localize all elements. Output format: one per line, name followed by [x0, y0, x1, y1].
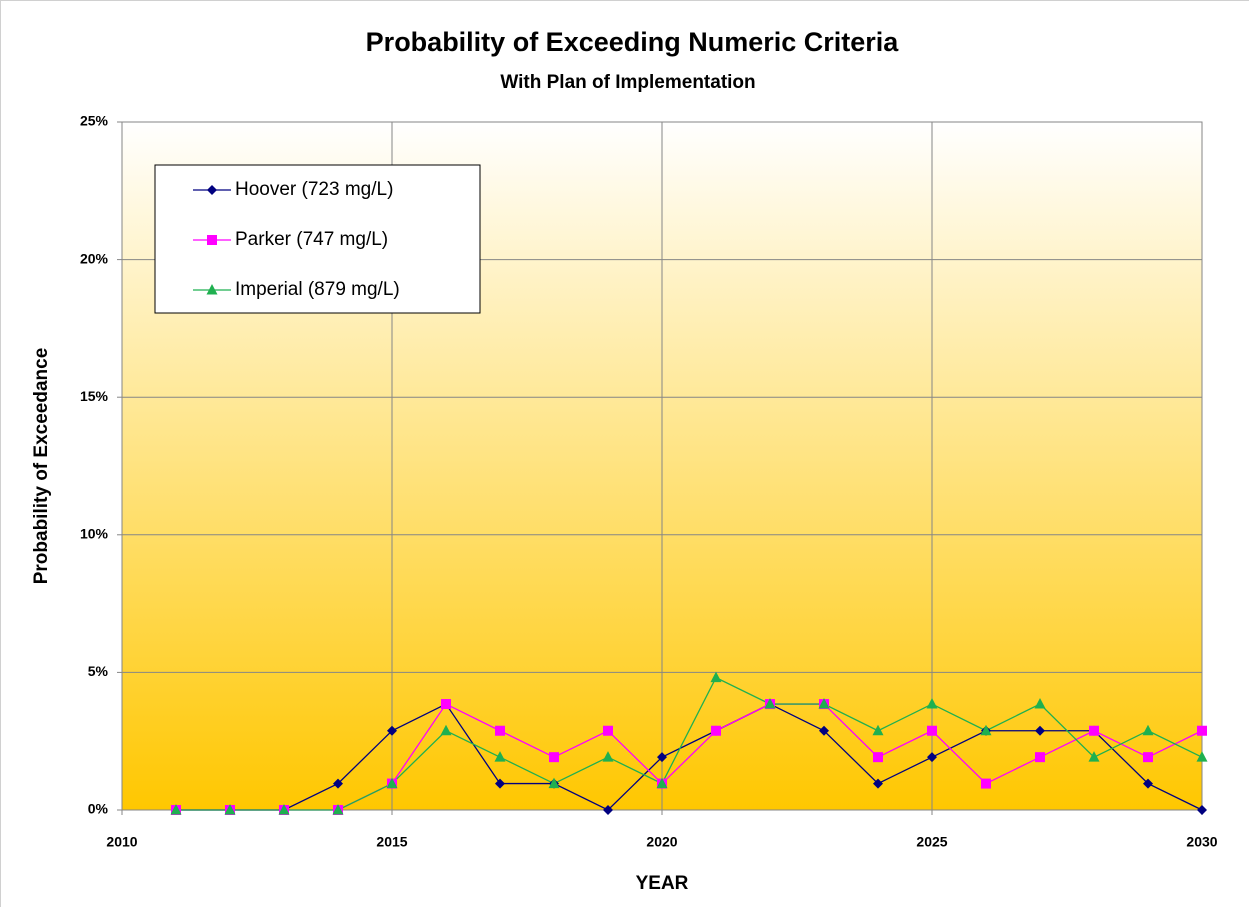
marker: [873, 778, 883, 789]
x-tick-label: 2010: [106, 834, 137, 850]
chart-title: Probability of Exceeding Numeric Criteri…: [366, 27, 900, 57]
series-line: [176, 676, 1203, 811]
marker: [386, 777, 398, 789]
y-axis-label: Probability of Exceedance: [31, 348, 52, 585]
marker: [206, 284, 218, 295]
marker: [1197, 805, 1207, 815]
marker: [1197, 725, 1207, 736]
marker: [927, 752, 937, 763]
marker: [1088, 751, 1100, 762]
marker: [980, 724, 992, 736]
marker: [602, 751, 614, 762]
marker: [495, 778, 505, 789]
marker: [656, 777, 668, 789]
marker: [1143, 778, 1153, 789]
marker: [764, 698, 776, 709]
marker: [1034, 698, 1046, 709]
marker: [548, 777, 560, 789]
marker: [1035, 725, 1045, 736]
legend-label: Imperial (879 mg/L): [235, 279, 400, 300]
marker: [1143, 752, 1153, 763]
marker: [1035, 752, 1045, 763]
marker: [494, 751, 506, 762]
y-tick-label: 25%: [80, 113, 109, 129]
marker: [981, 778, 991, 789]
series-line: [176, 703, 1203, 811]
marker: [873, 752, 883, 763]
marker: [926, 698, 938, 709]
marker: [1142, 724, 1154, 736]
marker: [1196, 751, 1208, 762]
marker: [170, 804, 182, 815]
marker: [603, 805, 613, 815]
marker: [818, 698, 830, 709]
x-tick-label: 2020: [646, 834, 677, 850]
marker: [224, 804, 236, 815]
marker: [872, 724, 884, 736]
y-tick-label: 20%: [80, 250, 109, 266]
marker: [440, 724, 452, 736]
marker: [387, 725, 397, 736]
marker: [333, 778, 343, 789]
marker: [657, 752, 667, 763]
marker: [927, 725, 937, 736]
x-axis-label: YEAR: [636, 873, 689, 894]
marker: [710, 671, 722, 683]
legend-label: Hoover (723 mg/L): [235, 179, 393, 200]
plot-border: [121, 121, 1203, 811]
marker: [495, 725, 505, 736]
marker: [332, 804, 344, 815]
marker: [1089, 725, 1099, 736]
y-tick-label: 10%: [80, 526, 109, 542]
y-tick-label: 5%: [88, 663, 109, 679]
x-tick-label: 2030: [1186, 834, 1217, 850]
marker: [207, 235, 217, 245]
x-tick-label: 2015: [376, 834, 407, 850]
marker: [819, 725, 829, 736]
y-tick-label: 15%: [80, 388, 109, 404]
chart-subtitle: With Plan of Implementation: [500, 72, 755, 93]
marker: [278, 804, 290, 815]
marker: [549, 752, 559, 763]
y-tick-label: 0%: [88, 801, 109, 817]
legend-label: Parker (747 mg/L): [235, 229, 388, 250]
marker: [711, 725, 721, 736]
marker: [603, 725, 613, 736]
marker: [441, 699, 451, 710]
x-tick-label: 2025: [916, 834, 947, 850]
marker: [207, 185, 217, 195]
